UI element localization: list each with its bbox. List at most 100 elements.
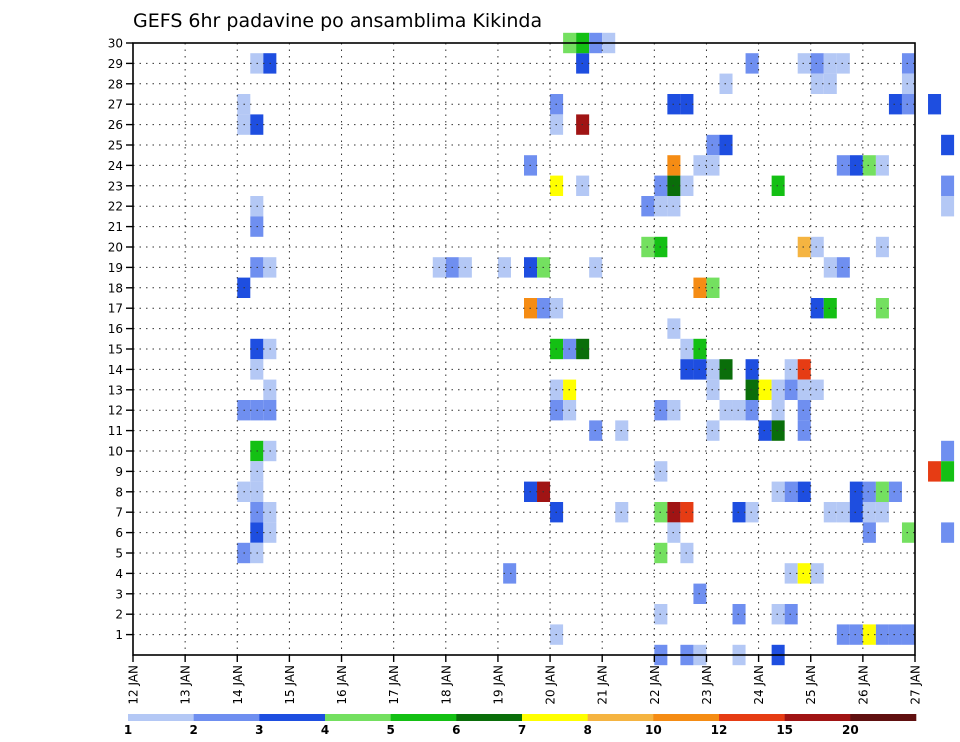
precip-cell: [784, 481, 798, 502]
x-tick-label: 19 JAN: [491, 665, 505, 705]
colorbar-label: 15: [776, 723, 793, 737]
precip-cell: [784, 359, 798, 380]
colorbar-swatch: [784, 714, 851, 721]
precip-cell: [849, 624, 863, 645]
precip-cell: [810, 236, 824, 258]
x-tick-label: 13 JAN: [179, 665, 193, 705]
precip-cell: [784, 379, 798, 400]
precip-cell: [862, 155, 876, 176]
precip-cell: [771, 481, 785, 502]
x-tick-label: 21 JAN: [596, 665, 610, 705]
y-tick-label: 27: [108, 98, 123, 112]
precip-cell: [771, 175, 785, 196]
y-tick-label: 1: [115, 628, 123, 642]
precip-cell: [745, 502, 759, 523]
y-tick-label: 13: [108, 383, 123, 397]
x-tick-label: 24 JAN: [752, 665, 766, 705]
precip-cell: [836, 502, 850, 523]
precip-cell: [745, 359, 759, 380]
precip-cell: [888, 624, 902, 645]
precip-cell: [875, 155, 889, 176]
y-tick-label: 25: [108, 139, 123, 153]
precip-cell: [836, 155, 850, 176]
y-tick-label: 8: [115, 485, 123, 499]
y-tick-label: 14: [108, 363, 123, 377]
precip-cell: [836, 257, 850, 278]
colorbar-label: 7: [518, 723, 526, 737]
precip-cell: [784, 563, 798, 584]
precip-cell: [849, 155, 863, 176]
precip-cell: [719, 134, 733, 156]
precip-cell: [797, 400, 811, 421]
precip-cell: [810, 298, 824, 319]
x-tick-label: 15 JAN: [283, 665, 297, 705]
precip-cell: [797, 563, 811, 584]
colorbar-swatch: [719, 714, 785, 721]
x-tick-label: 16 JAN: [335, 665, 349, 705]
chart-title: GEFS 6hr padavine po ansamblima Kikinda: [133, 10, 542, 32]
precip-cell: [849, 502, 863, 523]
y-tick-label: 2: [115, 608, 123, 622]
precip-cell: [941, 134, 955, 156]
precip-cell: [797, 236, 811, 258]
precip-cell: [797, 420, 811, 441]
colorbar-swatch: [456, 714, 523, 721]
colorbar-label: 10: [645, 723, 662, 737]
precip-cell: [941, 440, 955, 462]
precip-cell: [732, 502, 746, 523]
precip-cell: [928, 461, 942, 482]
y-tick-label: 21: [108, 220, 123, 234]
precip-cell: [875, 502, 889, 523]
colorbar-swatch: [259, 714, 326, 721]
precip-cell: [823, 502, 837, 523]
precip-cell: [810, 563, 824, 584]
y-tick-label: 17: [108, 302, 123, 316]
colorbar-swatch: [193, 714, 260, 721]
x-axis: 12 JAN 13 JAN 14 JAN 15 JAN 16 JAN 17 JAN 18 J…: [127, 655, 923, 705]
precip-cell: [771, 420, 785, 441]
grid-lines: [133, 42, 915, 655]
precip-cell: [810, 53, 824, 74]
precip-cell: [823, 53, 837, 74]
precip-cell: [862, 624, 876, 645]
precip-cell: [888, 481, 902, 502]
precip-cell: [503, 563, 517, 584]
precip-cell: [784, 604, 798, 625]
precip-cell: [849, 481, 863, 502]
y-tick-label: 11: [108, 424, 123, 438]
colorbar-label: 12: [711, 723, 728, 737]
y-tick-label: 6: [115, 526, 123, 540]
precip-cell: [862, 522, 876, 543]
y-tick-label: 12: [108, 404, 123, 418]
precip-cell: [862, 481, 876, 502]
y-tick-label: 29: [108, 57, 123, 71]
precip-cell: [875, 624, 889, 645]
colorbar-swatch: [850, 714, 917, 721]
y-tick-label: 7: [115, 506, 123, 520]
precip-cell: [941, 522, 955, 543]
precip-cell: [875, 236, 889, 258]
precip-cell: [771, 379, 785, 400]
x-tick-label: 17 JAN: [387, 665, 401, 705]
precip-cell: [901, 53, 915, 74]
precip-cell: [758, 379, 772, 400]
precip-cell: [797, 379, 811, 400]
x-tick-label: 23 JAN: [700, 665, 714, 705]
y-tick-label: 22: [108, 200, 123, 214]
x-tick-label: 25 JAN: [804, 665, 818, 705]
precip-cell: [745, 379, 759, 400]
y-tick-label: 19: [108, 261, 123, 275]
precip-cell: [719, 73, 733, 94]
precip-cell: [941, 175, 955, 196]
y-tick-label: 3: [115, 587, 123, 601]
x-tick-label: 20 JAN: [544, 665, 558, 705]
x-tick-label: 12 JAN: [127, 665, 141, 705]
precip-cell: [823, 257, 837, 278]
precip-cells: [237, 32, 955, 666]
precip-cell: [719, 400, 733, 421]
precip-cell: [745, 400, 759, 421]
colorbar-label: 2: [189, 723, 197, 737]
colorbar-label: 20: [842, 723, 859, 737]
precip-cell: [732, 400, 746, 421]
x-tick-label: 22 JAN: [648, 665, 662, 705]
